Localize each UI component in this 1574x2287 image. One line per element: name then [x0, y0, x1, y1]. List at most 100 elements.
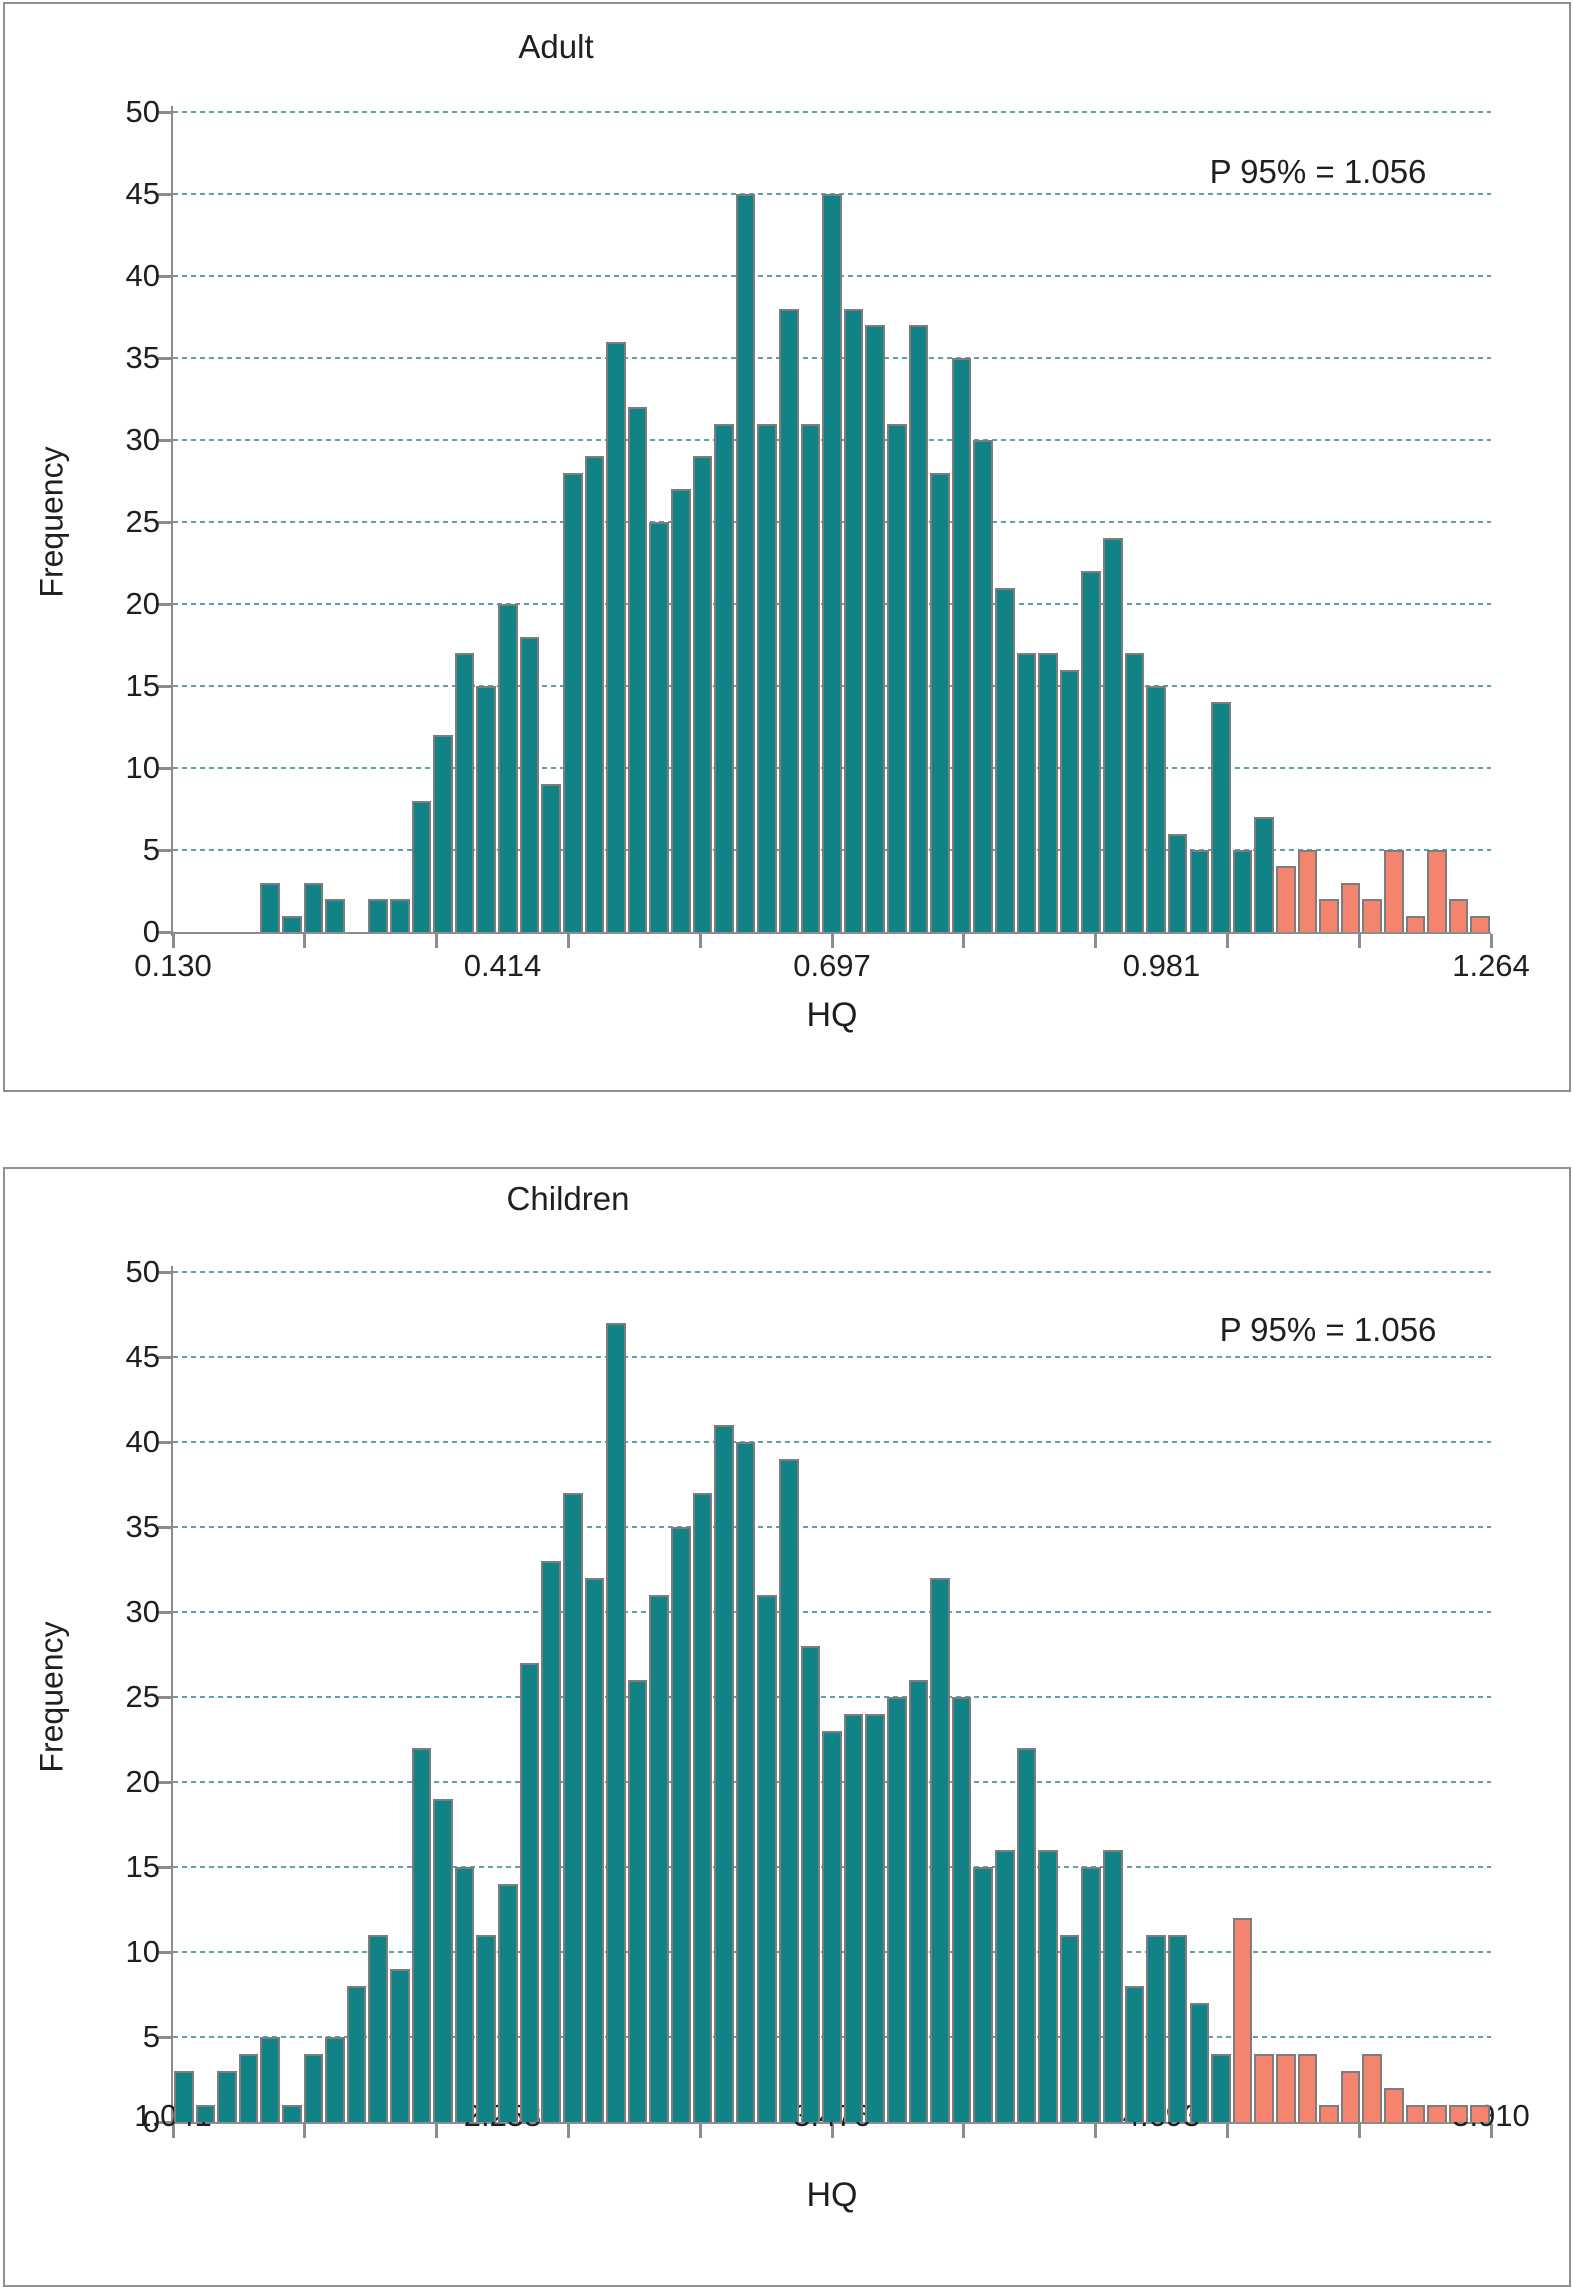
children-histogram-bar [1081, 1867, 1102, 2122]
adult-histogram-bar [303, 882, 324, 932]
children-y-tickmark-45 [158, 1356, 173, 1359]
adult-chart-title: Adult [518, 28, 594, 65]
children-histogram-bar [260, 2037, 281, 2122]
children-histogram-bar [1124, 1986, 1145, 2122]
adult-histogram-bar [1297, 850, 1318, 932]
adult-y-tick-label-50: 50 [125, 94, 160, 129]
children-histogram-bar [1016, 1748, 1037, 2122]
adult-histogram-bar [368, 899, 389, 932]
adult-x-tickmark-7 [1094, 934, 1098, 948]
adult-y-tickmark-0 [158, 931, 173, 934]
children-x-tickmark-8 [1225, 2124, 1229, 2138]
children-histogram-bar [1167, 1935, 1188, 2122]
children-histogram-bar [865, 1714, 885, 2122]
adult-y-tickmark-50 [158, 111, 173, 114]
children-histogram-bar [1470, 2105, 1490, 2122]
adult-histogram-bar [1146, 686, 1166, 932]
adult-histogram-bar [843, 308, 864, 932]
adult-x-tickmark-10 [1489, 934, 1493, 948]
adult-y-tick-label-40: 40 [125, 258, 160, 293]
adult-histogram-bar [1427, 850, 1447, 932]
adult-histogram-bar [778, 308, 799, 932]
children-histogram-bar [1146, 1935, 1166, 2122]
children-histogram-bar [887, 1697, 907, 2122]
adult-histogram-bar [822, 194, 842, 932]
children-histogram-bar [995, 1850, 1015, 2122]
children-histogram-bar [1211, 2054, 1231, 2122]
adult-histogram-bar [433, 735, 453, 932]
children-y-tickmark-5 [158, 2036, 173, 2039]
children-y-tickmark-25 [158, 1696, 173, 1699]
children-gridline-25 [173, 1696, 1491, 1698]
adult-histogram-bar [1038, 653, 1058, 932]
adult-y-tickmark-5 [158, 849, 173, 852]
adult-histogram-bar [1470, 915, 1490, 932]
children-histogram-bar [951, 1697, 972, 2122]
children-x-axis-line [171, 2122, 1491, 2124]
adult-x-tickmark-4 [698, 934, 702, 948]
adult-x-tickmark-3 [566, 934, 570, 948]
adult-histogram-bar [325, 899, 345, 932]
adult-histogram-bar [1016, 653, 1037, 932]
adult-histogram-bar [454, 653, 475, 932]
children-x-axis-label: HQ [806, 2176, 858, 2214]
children-histogram-bar [174, 2071, 194, 2122]
adult-histogram-bar [390, 899, 410, 932]
adult-histogram-bar [1383, 850, 1404, 932]
children-histogram-bar [411, 1748, 432, 2122]
children-y-tick-label-25: 25 [125, 1679, 160, 1714]
children-x-tickmark-9 [1357, 2124, 1361, 2138]
adult-y-tickmark-15 [158, 685, 173, 688]
children-y-tick-label-35: 35 [125, 1509, 160, 1544]
adult-histogram-bar [692, 456, 713, 932]
children-histogram-bar [606, 1323, 626, 2122]
children-y-tickmark-20 [158, 1781, 173, 1784]
children-histogram-bar [454, 1867, 475, 2122]
children-histogram-bar [303, 2054, 324, 2122]
children-histogram-bar [195, 2105, 216, 2122]
adult-histogram-bar [606, 341, 626, 932]
children-histogram-bar [757, 1595, 777, 2122]
children-histogram-bar [1103, 1850, 1123, 2122]
adult-histogram-bar [995, 587, 1015, 932]
adult-y-tickmark-35 [158, 357, 173, 360]
children-x-tickmark-6 [962, 2124, 966, 2138]
adult-histogram-bar [1211, 702, 1231, 932]
children-histogram-bar [390, 1969, 410, 2122]
children-x-tickmark-3 [566, 2124, 570, 2138]
children-histogram-bar [1383, 2088, 1404, 2122]
children-y-tickmark-15 [158, 1866, 173, 1869]
children-y-tick-label-45: 45 [125, 1339, 160, 1374]
adult-x-tick-label-4: 1.264 [1452, 948, 1530, 983]
children-gridline-30 [173, 1611, 1491, 1613]
children-y-tickmark-0 [158, 2121, 173, 2124]
adult-histogram-bar [973, 440, 994, 932]
children-histogram-bar [1297, 2054, 1318, 2122]
adult-histogram-bar [1167, 833, 1188, 932]
adult-y-tickmark-45 [158, 193, 173, 196]
adult-histogram-bar [411, 800, 432, 932]
adult-histogram-bar [1124, 653, 1145, 932]
children-histogram-bar [541, 1561, 561, 2122]
children-histogram-bar [238, 2054, 259, 2122]
children-histogram-bar [627, 1680, 648, 2122]
children-histogram-bar [476, 1935, 497, 2122]
adult-histogram-bar [1189, 850, 1210, 932]
adult-y-tick-label-35: 35 [125, 340, 160, 375]
children-x-tickmark-1 [303, 2124, 307, 2138]
children-histogram-bar [519, 1663, 540, 2122]
children-y-tick-label-30: 30 [125, 1594, 160, 1629]
adult-histogram-bar [735, 194, 756, 932]
children-x-tickmark-0 [171, 2124, 175, 2138]
adult-x-tickmark-5 [830, 934, 834, 948]
children-histogram-bar [584, 1578, 605, 2122]
adult-histogram-bar [887, 423, 907, 932]
adult-histogram-bar [865, 325, 885, 932]
adult-y-tick-label-20: 20 [125, 586, 160, 621]
adult-histogram-bar [757, 423, 777, 932]
adult-histogram-bar [1275, 866, 1296, 932]
adult-x-tickmark-1 [303, 934, 307, 948]
adult-histogram-bar [1340, 882, 1361, 932]
adult-y-tick-label-0: 0 [142, 914, 160, 949]
